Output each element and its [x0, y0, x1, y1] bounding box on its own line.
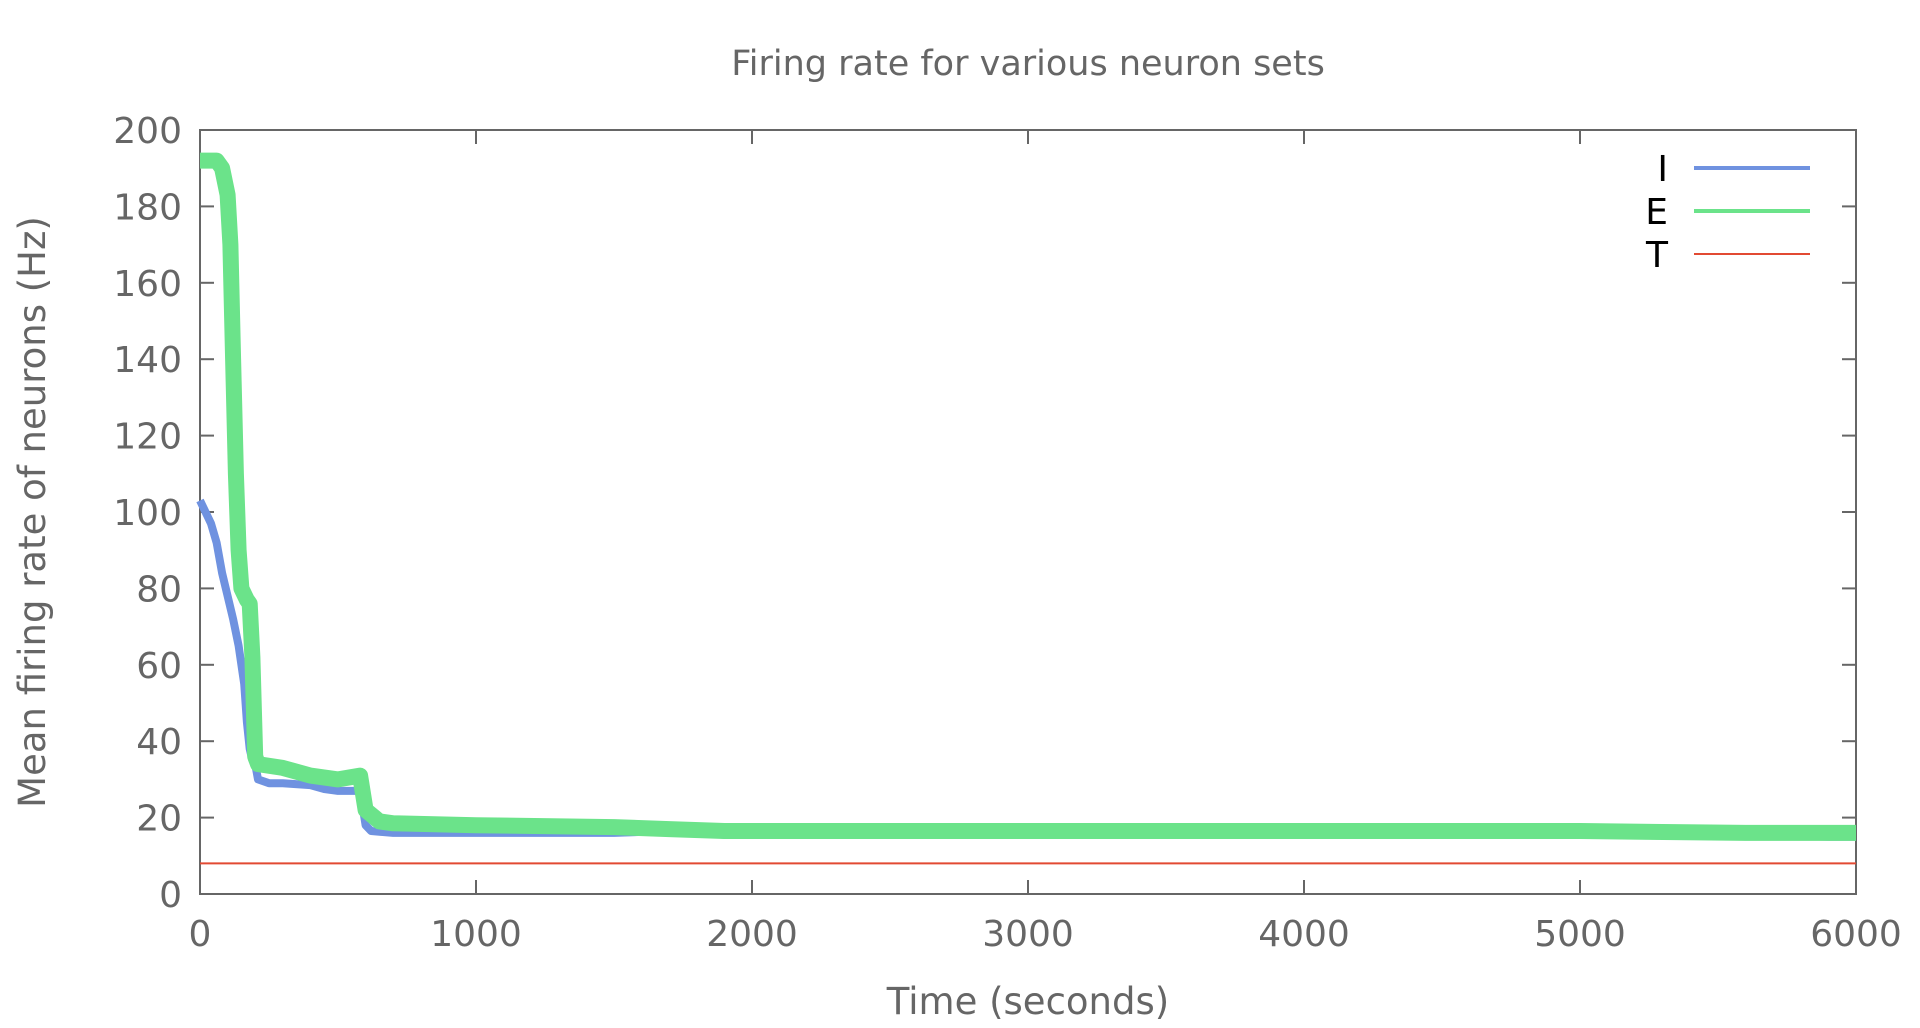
- legend-label-e: E: [1645, 192, 1668, 233]
- x-tick-label: 4000: [1258, 914, 1350, 955]
- y-tick-label: 40: [136, 722, 182, 763]
- y-tick-label: 100: [113, 493, 182, 534]
- y-tick-label: 140: [113, 340, 182, 381]
- y-tick-label: 160: [113, 264, 182, 305]
- chart-title: Firing rate for various neuron sets: [731, 44, 1325, 84]
- x-tick-label: 6000: [1810, 914, 1902, 955]
- x-axis-label: Time (seconds): [886, 980, 1169, 1023]
- x-tick-label: 5000: [1534, 914, 1626, 955]
- x-axis-ticks: 0 1000 2000 3000 4000 5000 6000: [189, 130, 1902, 955]
- series-line-e: [200, 152, 1856, 841]
- x-tick-label: 0: [189, 914, 212, 955]
- x-tick-label: 1000: [430, 914, 522, 955]
- legend-label-i: I: [1657, 149, 1668, 190]
- legend: IET: [1645, 149, 1810, 276]
- y-tick-label: 200: [113, 111, 182, 152]
- plot-frame: [199, 129, 1857, 895]
- y-tick-label: 80: [136, 569, 182, 610]
- x-tick-label: 2000: [706, 914, 798, 955]
- y-axis-ticks: 0 20 40 60 80 100 120 140 160 180 200: [113, 111, 1856, 916]
- series-layer: [196, 152, 1856, 865]
- y-axis-label: Mean firing rate of neurons (Hz): [11, 216, 54, 808]
- series-line-i: [196, 498, 1856, 841]
- legend-label-t: T: [1645, 235, 1669, 276]
- x-tick-label: 3000: [982, 914, 1074, 955]
- y-tick-label: 20: [136, 799, 182, 840]
- y-tick-label: 120: [113, 417, 182, 458]
- y-tick-label: 60: [136, 646, 182, 687]
- y-tick-label: 0: [159, 875, 182, 916]
- y-tick-label: 180: [113, 187, 182, 228]
